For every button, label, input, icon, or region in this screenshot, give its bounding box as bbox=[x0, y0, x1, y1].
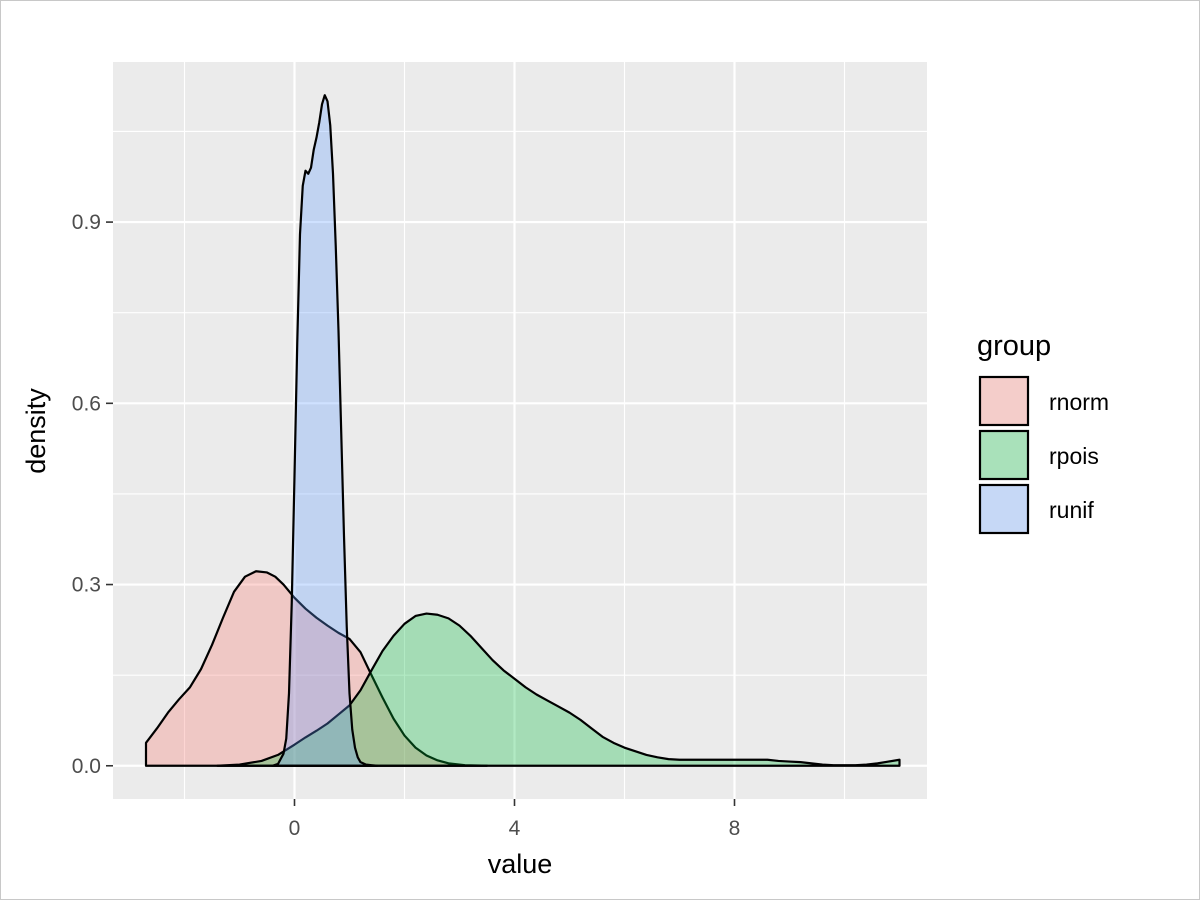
legend-swatch bbox=[978, 375, 1030, 427]
legend-swatch bbox=[978, 429, 1030, 481]
legend-label: rpois bbox=[1049, 443, 1099, 469]
legend-key-bg bbox=[979, 430, 1029, 480]
y-tick-label: 0.3 bbox=[72, 574, 101, 597]
y-tick-label: 0.9 bbox=[72, 211, 101, 234]
x-tick-label: 0 bbox=[289, 817, 301, 840]
legend-items: rnorm rpois runif bbox=[978, 375, 1109, 535]
x-tick-label: 8 bbox=[729, 817, 741, 840]
legend-swatch bbox=[978, 483, 1030, 535]
legend-label: rnorm bbox=[1049, 389, 1109, 415]
density-series bbox=[144, 94, 901, 767]
legend-title: group bbox=[977, 330, 1051, 362]
legend-item-rpois: rpois bbox=[978, 429, 1099, 481]
legend: group rnorm rpois runif bbox=[977, 330, 1109, 535]
density-area-runif bbox=[271, 94, 379, 767]
legend-item-runif: runif bbox=[978, 483, 1094, 535]
y-axis-title: density bbox=[21, 388, 51, 474]
y-tick-label: 0.0 bbox=[72, 755, 101, 778]
y-tick-label: 0.6 bbox=[72, 392, 101, 415]
axes: 0 4 8 0.0 0.3 0.6 0.9 bbox=[72, 211, 741, 840]
grid-lines bbox=[113, 62, 927, 799]
density-area-rnorm bbox=[144, 570, 489, 767]
legend-item-rnorm: rnorm bbox=[978, 375, 1109, 427]
density-area-rpois bbox=[216, 612, 901, 767]
legend-key-bg bbox=[979, 484, 1029, 534]
x-axis-title: value bbox=[488, 849, 553, 879]
legend-key-bg bbox=[979, 376, 1029, 426]
x-tick-label: 4 bbox=[509, 817, 521, 840]
legend-label: runif bbox=[1049, 497, 1094, 523]
plot-panel bbox=[113, 62, 927, 799]
